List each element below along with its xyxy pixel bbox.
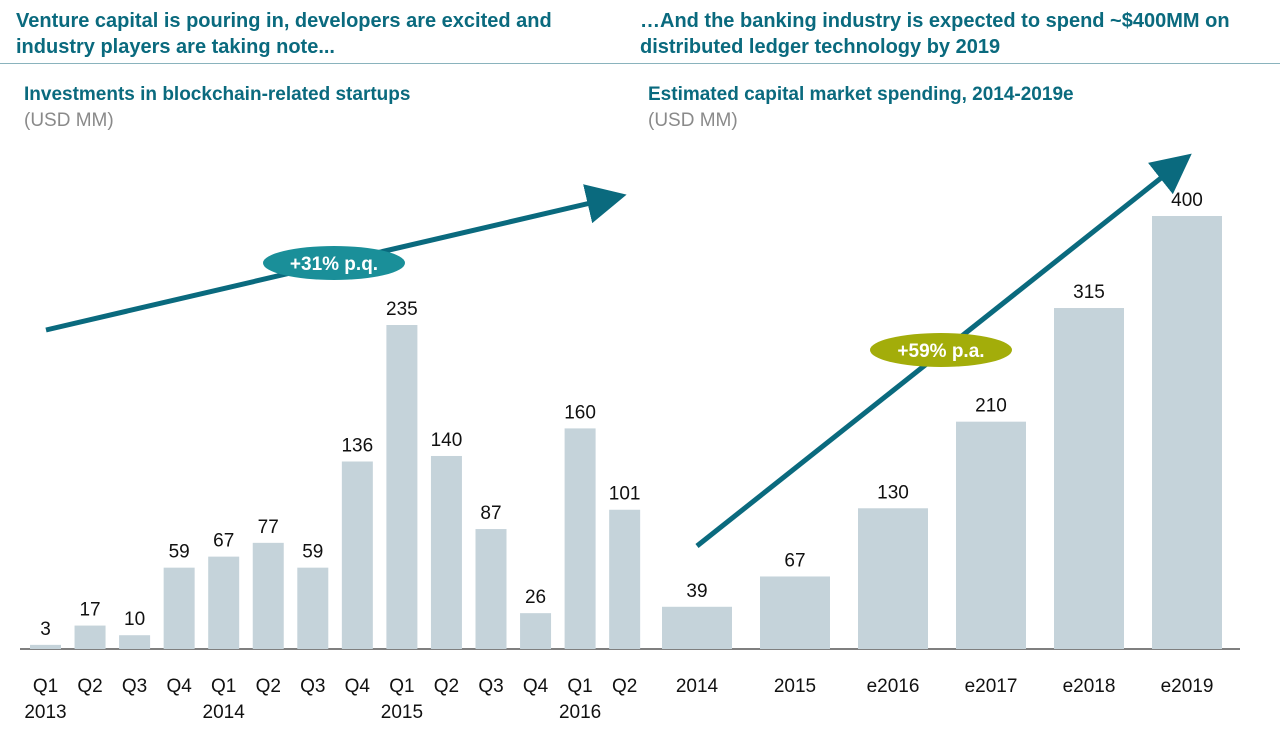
right-chart-title: Estimated capital market spending, 2014-… xyxy=(648,84,1074,105)
x-tick-label: Q3 xyxy=(300,676,325,697)
x-tick-label: Q4 xyxy=(345,676,371,697)
x-tick-label: Q4 xyxy=(166,676,192,697)
bar-value-label: 67 xyxy=(784,550,805,571)
right-chart-unit: (USD MM) xyxy=(648,110,738,131)
bar-0-1 xyxy=(74,625,106,649)
bar-1-1 xyxy=(760,576,830,649)
bar-1-4 xyxy=(1054,308,1124,649)
x-tick-label: Q1 xyxy=(33,676,58,697)
x-tick-label: e2019 xyxy=(1161,676,1214,697)
bar-1-0 xyxy=(662,606,732,649)
left-chart-unit: (USD MM) xyxy=(24,110,114,131)
header-divider xyxy=(0,63,1280,64)
x-tick-label: Q2 xyxy=(434,676,459,697)
bar-value-label: 39 xyxy=(686,581,707,602)
bar-0-4 xyxy=(208,556,240,649)
left-growth-label: +31% p.q. xyxy=(290,254,378,275)
bar-0-12 xyxy=(564,428,596,649)
bar-value-label: 59 xyxy=(302,542,323,563)
bar-value-label: 67 xyxy=(213,531,234,552)
bar-1-3 xyxy=(956,421,1026,649)
bar-value-label: 130 xyxy=(877,482,909,503)
bar-value-label: 17 xyxy=(79,600,100,621)
bar-value-label: 136 xyxy=(341,435,373,456)
x-tick-label: 2015 xyxy=(381,702,423,723)
bar-0-0 xyxy=(30,644,61,649)
x-tick-label: e2017 xyxy=(965,676,1018,697)
bar-1-2 xyxy=(858,508,928,649)
bar-0-2 xyxy=(119,635,151,649)
x-tick-label: Q4 xyxy=(523,676,549,697)
x-tick-label: e2016 xyxy=(867,676,920,697)
bar-1-5 xyxy=(1152,216,1222,649)
x-tick-label: Q1 xyxy=(389,676,414,697)
x-tick-label: Q1 xyxy=(567,676,592,697)
bar-0-7 xyxy=(341,461,373,649)
bar-0-11 xyxy=(520,613,552,649)
x-tick-label: 2013 xyxy=(24,702,66,723)
left-growth-pill xyxy=(263,246,405,280)
bar-value-label: 77 xyxy=(258,517,279,538)
left-chart-title: Investments in blockchain-related startu… xyxy=(24,84,411,105)
left-headline: Venture capital is pouring in, developer… xyxy=(16,10,552,58)
bar-value-label: 160 xyxy=(564,402,596,423)
bar-0-10 xyxy=(475,529,507,649)
x-tick-label: Q3 xyxy=(478,676,503,697)
x-tick-label: Q2 xyxy=(256,676,281,697)
bar-value-label: 315 xyxy=(1073,282,1105,303)
x-tick-label: e2018 xyxy=(1063,676,1116,697)
x-tick-label: Q3 xyxy=(122,676,147,697)
x-tick-label: Q2 xyxy=(612,676,637,697)
bar-0-5 xyxy=(252,542,284,649)
bar-value-label: 59 xyxy=(169,542,190,563)
bar-0-8 xyxy=(386,325,418,649)
right-headline: …And the banking industry is expected to… xyxy=(640,10,1230,58)
x-tick-label: 2015 xyxy=(774,676,816,697)
bar-value-label: 210 xyxy=(975,396,1007,417)
bar-0-9 xyxy=(430,455,462,649)
bar-value-label: 87 xyxy=(480,503,501,524)
bar-value-label: 101 xyxy=(609,484,641,505)
x-tick-label: Q1 xyxy=(211,676,236,697)
bar-value-label: 140 xyxy=(431,430,463,451)
bar-value-label: 3 xyxy=(40,619,51,640)
bar-0-3 xyxy=(163,567,195,649)
x-tick-label: Q2 xyxy=(77,676,102,697)
x-tick-label: 2014 xyxy=(676,676,719,697)
right-growth-label: +59% p.a. xyxy=(897,341,984,362)
bar-0-6 xyxy=(297,567,329,649)
right-growth-pill xyxy=(870,333,1012,367)
bar-0-13 xyxy=(609,509,641,649)
bar-value-label: 400 xyxy=(1171,190,1203,211)
bar-value-label: 26 xyxy=(525,587,546,608)
x-tick-label: 2016 xyxy=(559,702,601,723)
bar-value-label: 10 xyxy=(124,609,145,630)
x-tick-label: 2014 xyxy=(203,702,246,723)
bar-value-label: 235 xyxy=(386,299,418,320)
